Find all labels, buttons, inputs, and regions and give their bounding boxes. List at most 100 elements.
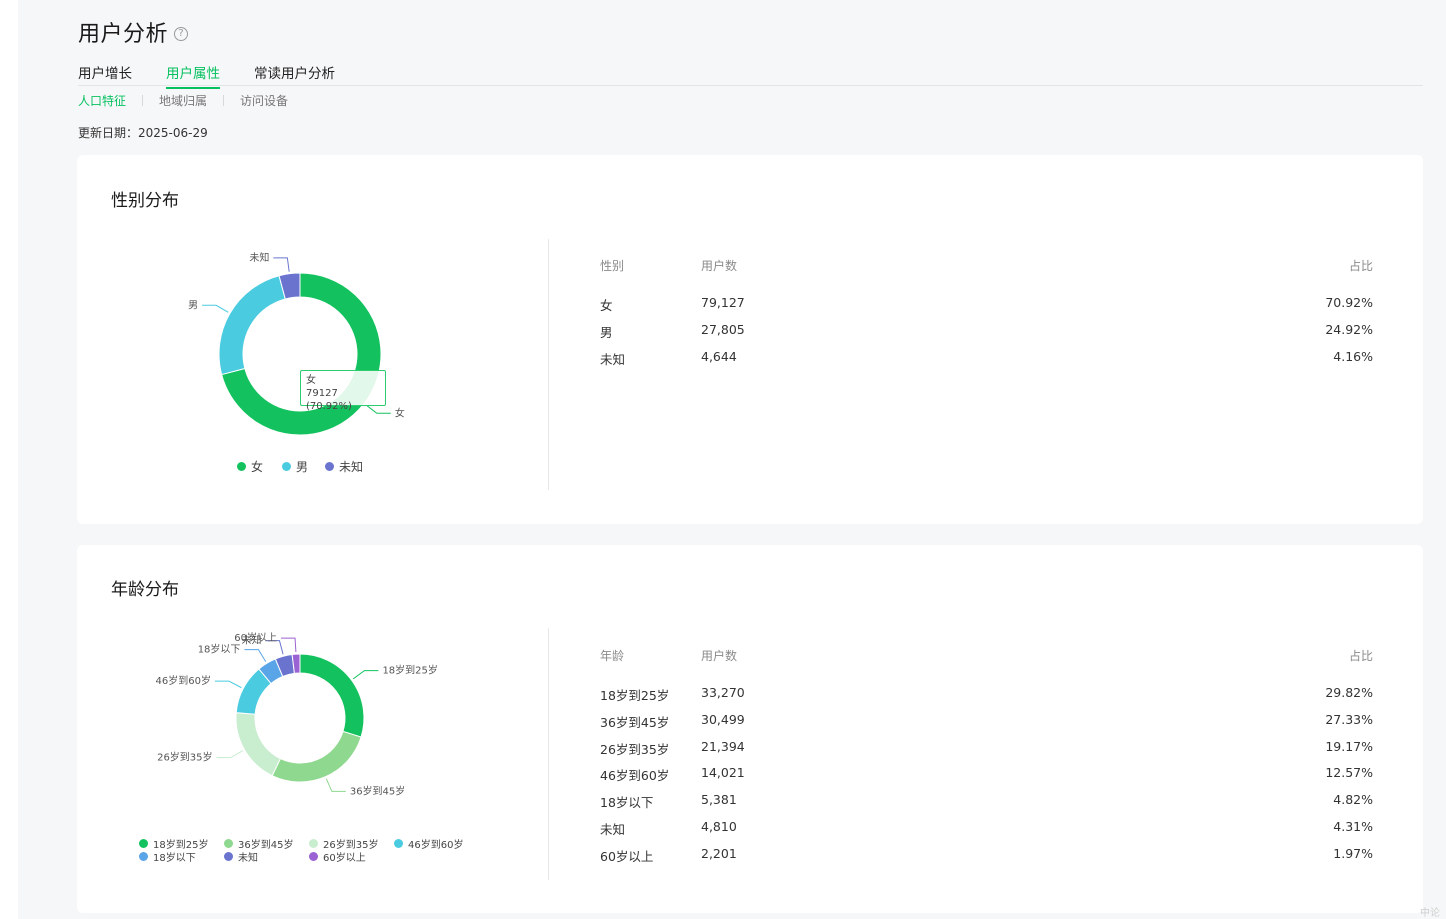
age-leader-line (244, 649, 267, 662)
cell-ratio: 24.92% (1325, 322, 1373, 337)
header-count: 用户数 (701, 649, 738, 663)
header-count: 用户数 (701, 259, 738, 273)
legend-item-under-18[interactable]: 18岁以下 (139, 849, 196, 864)
legend-label: 未知 (238, 853, 258, 864)
legend-dot (139, 852, 148, 861)
legend-item-female[interactable]: 女 (237, 458, 263, 475)
cell-ratio: 29.82% (1325, 685, 1373, 700)
cell-count: 4,644 (701, 349, 737, 364)
tab-frequent-readers[interactable]: 常读用户分析 (254, 66, 335, 82)
cell-ratio: 70.92% (1325, 295, 1373, 310)
age-table: 年龄 用户数 占比 18岁到25岁 33,270 29.82% 36岁到45岁 … (600, 647, 1373, 864)
page-title: 用户分析 (78, 22, 169, 47)
cell-count: 2,201 (701, 846, 737, 861)
chart-tooltip: 女 79127 (70.92%) (300, 370, 386, 412)
cell-count: 27,805 (701, 322, 745, 337)
tooltip-value: 79127 (70.92%) (306, 388, 352, 412)
main-tabs: 用户增长 用户属性 常读用户分析 (78, 60, 369, 89)
legend-label: 36岁到45岁 (238, 840, 294, 851)
cell-ratio: 4.16% (1333, 349, 1373, 364)
legend-label: 26岁到35岁 (323, 840, 379, 851)
question-circle-icon[interactable]: ? (174, 26, 189, 41)
cell-name: 18岁到25岁 (600, 688, 670, 703)
tab-user-growth[interactable]: 用户增长 (78, 66, 132, 82)
legend-label: 18岁以下 (153, 853, 196, 864)
subtab-device[interactable]: 访问设备 (240, 94, 289, 108)
age-slice-label: 18岁以下 (198, 643, 241, 656)
tabs-divider (78, 85, 1423, 86)
gender-leader-line (365, 404, 391, 414)
subtab-separator (223, 95, 225, 106)
cell-ratio: 4.82% (1333, 792, 1373, 807)
age-slice[interactable] (299, 653, 365, 738)
legend-item-26-35[interactable]: 26岁到35岁 (309, 836, 378, 851)
legend-item-over-60[interactable]: 60岁以上 (309, 849, 366, 864)
cell-name: 18岁以下 (600, 795, 654, 810)
legend-item-18-25[interactable]: 18岁到25岁 (139, 836, 208, 851)
page-header: 用户分析 ? (78, 16, 189, 48)
age-slice[interactable] (291, 653, 301, 674)
cell-name: 未知 (600, 822, 626, 837)
gender-leader-line (273, 257, 290, 272)
cell-count: 5,381 (701, 792, 737, 807)
header-ratio: 占比 (1348, 259, 1373, 273)
legend-item-unknown[interactable]: 未知 (224, 849, 258, 864)
age-slice[interactable] (271, 730, 362, 783)
cell-name: 46岁到60岁 (600, 768, 670, 783)
legend-dot (309, 852, 318, 861)
card-divider (548, 239, 549, 490)
gender-slice-label: 未知 (249, 251, 269, 264)
watermark: 中论 (1420, 908, 1440, 919)
legend-dot (394, 839, 403, 848)
legend-item-46-60[interactable]: 46岁到60岁 (394, 836, 463, 851)
subtab-separator (142, 95, 144, 106)
age-slice-label: 未知 (241, 634, 261, 647)
legend-dot (309, 839, 318, 848)
legend-label: 60岁以上 (323, 853, 366, 864)
legend-item-male[interactable]: 男 (282, 458, 308, 475)
age-legend: 18岁到25岁 36岁到45岁 26岁到35岁 46岁到60岁 18岁以下 未知… (139, 836, 499, 866)
age-slice-label: 60岁以上 (234, 631, 277, 644)
legend-item-36-45[interactable]: 36岁到45岁 (224, 836, 293, 851)
legend-label: 男 (296, 460, 309, 474)
cell-ratio: 27.33% (1325, 712, 1373, 727)
tab-user-attributes[interactable]: 用户属性 (166, 60, 220, 89)
age-slice-label: 36岁到45岁 (350, 784, 405, 797)
cell-name: 60岁以上 (600, 849, 654, 864)
legend-item-unknown[interactable]: 未知 (325, 458, 363, 475)
cell-ratio: 4.31% (1333, 819, 1373, 834)
cell-ratio: 1.97% (1333, 846, 1373, 861)
gender-leader-line (202, 304, 229, 313)
cell-count: 14,021 (701, 765, 745, 780)
cell-count: 30,499 (701, 712, 745, 727)
cell-name: 男 (600, 325, 613, 340)
card-divider (548, 628, 549, 880)
age-card: 年龄分布 18岁到25岁 36岁到45岁 26岁到35岁 46岁到60岁 18岁以下 未知… (77, 545, 1423, 913)
age-slice-label: 46岁到60岁 (156, 674, 211, 687)
gender-slice[interactable] (218, 275, 286, 376)
gender-slice-label: 男 (188, 299, 198, 311)
cell-name: 未知 (600, 352, 626, 367)
subtab-demographics[interactable]: 人口特征 (78, 94, 127, 108)
cell-name: 26岁到35岁 (600, 742, 670, 757)
age-slice[interactable] (235, 712, 282, 777)
legend-dot (282, 462, 291, 471)
cell-name: 女 (600, 298, 613, 313)
tooltip-name: 女 (306, 375, 316, 386)
legend-dot (325, 462, 334, 471)
age-leader-line (265, 640, 284, 655)
legend-label: 18岁到25岁 (153, 840, 209, 851)
legend-dot (224, 852, 233, 861)
age-leader-line (325, 778, 346, 792)
cell-ratio: 19.17% (1325, 739, 1373, 754)
gender-card: 性别分布 女男未知 女 79127 (70.92%) 女 男 未知 性别 用户数… (77, 155, 1423, 524)
legend-label: 未知 (339, 460, 364, 474)
cell-count: 4,810 (701, 819, 737, 834)
gender-slice[interactable] (278, 272, 301, 300)
subtab-region[interactable]: 地域归属 (159, 94, 208, 108)
cell-ratio: 12.57% (1325, 765, 1373, 780)
age-card-title: 年龄分布 (111, 580, 179, 600)
gender-slice-label: 女 (395, 406, 405, 419)
gender-table: 性别 用户数 占比 女 79,127 70.92% 男 27,805 24.92… (600, 257, 1373, 367)
